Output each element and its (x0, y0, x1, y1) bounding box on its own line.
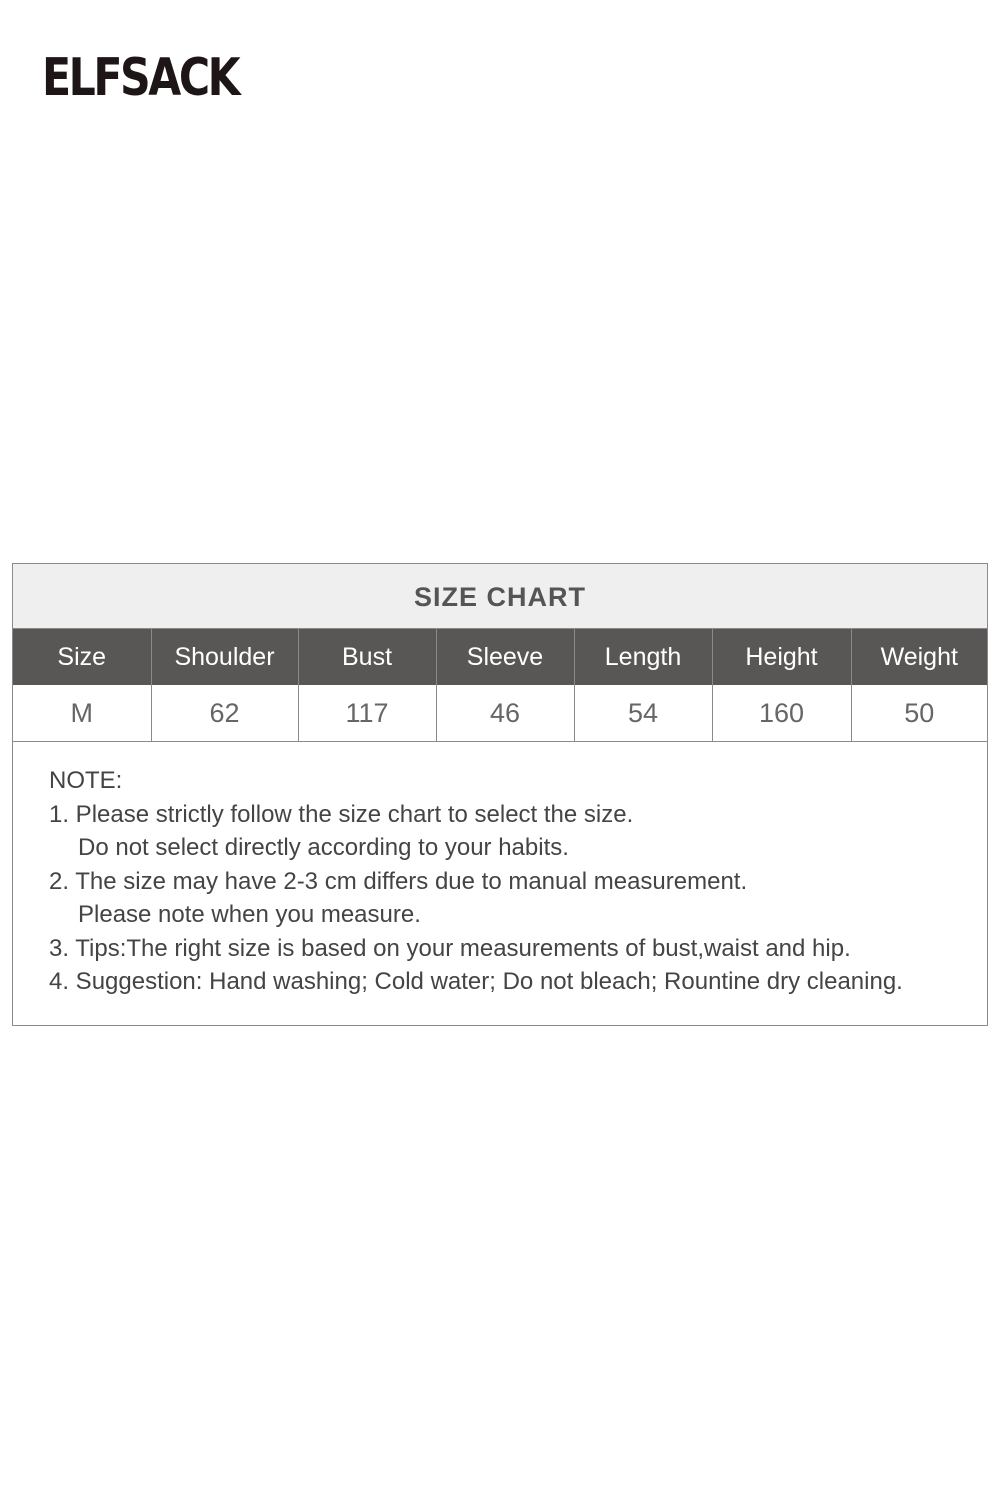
cell-sleeve: 46 (436, 685, 575, 742)
table-row: M 62 117 46 54 160 50 (13, 685, 987, 742)
note-line: Do not select directly according to your… (78, 834, 569, 861)
note-line: Please note when you measure. (78, 901, 421, 928)
cell-weight: 50 (851, 685, 987, 742)
logo-text: ELFSACK (42, 48, 241, 108)
header-weight: Weight (851, 629, 987, 685)
note-line: 4. Suggestion: Hand washing; Cold water;… (49, 968, 903, 995)
header-length: Length (574, 629, 713, 685)
note-line: 3. Tips:The right size is based on your … (49, 934, 851, 962)
cell-length: 54 (574, 685, 713, 742)
cell-bust: 117 (298, 685, 437, 742)
cell-shoulder: 62 (151, 685, 299, 742)
header-shoulder: Shoulder (151, 629, 299, 685)
size-table: Size Shoulder Bust Sleeve Length Height … (13, 629, 987, 742)
notes-heading: NOTE: (49, 767, 123, 794)
note-line: 1. Please strictly follow the size chart… (49, 800, 634, 828)
header-height: Height (712, 629, 852, 685)
brand-logo: ELFSACK (42, 44, 241, 112)
header-bust: Bust (298, 629, 437, 685)
header-size: Size (13, 629, 152, 685)
notes: NOTE: 1. Please strictly follow the size… (13, 742, 987, 999)
header-sleeve: Sleeve (436, 629, 575, 685)
cell-size: M (13, 685, 152, 742)
cell-height: 160 (712, 685, 852, 742)
note-line: 2. The size may have 2-3 cm differs due … (49, 867, 748, 895)
size-chart: SIZE CHART Size Shoulder Bust Sleeve Len… (12, 563, 988, 1026)
table-header-row: Size Shoulder Bust Sleeve Length Height … (13, 629, 987, 685)
size-chart-title: SIZE CHART (13, 564, 987, 629)
